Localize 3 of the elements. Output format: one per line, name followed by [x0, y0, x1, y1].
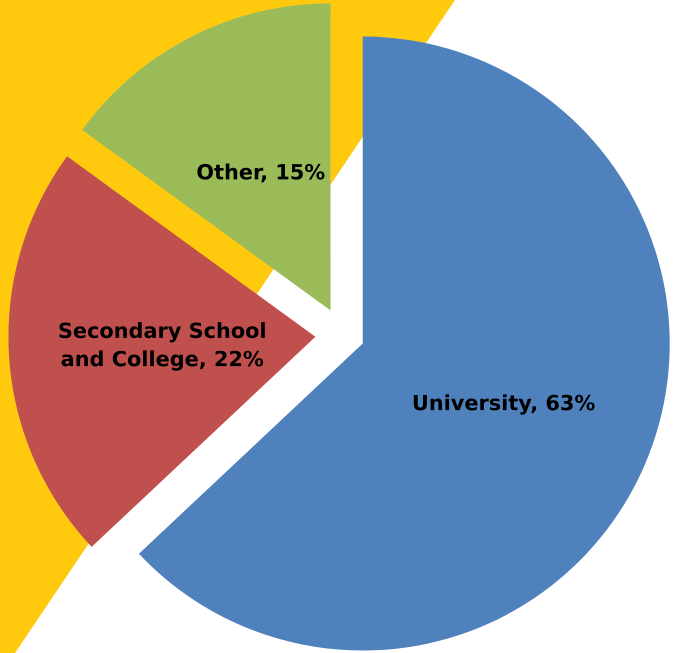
slice-label: University, 63%: [414, 394, 595, 415]
slice-label: Secondary School and College, 22%: [59, 322, 265, 371]
slice-label: Other, 15%: [197, 164, 325, 182]
